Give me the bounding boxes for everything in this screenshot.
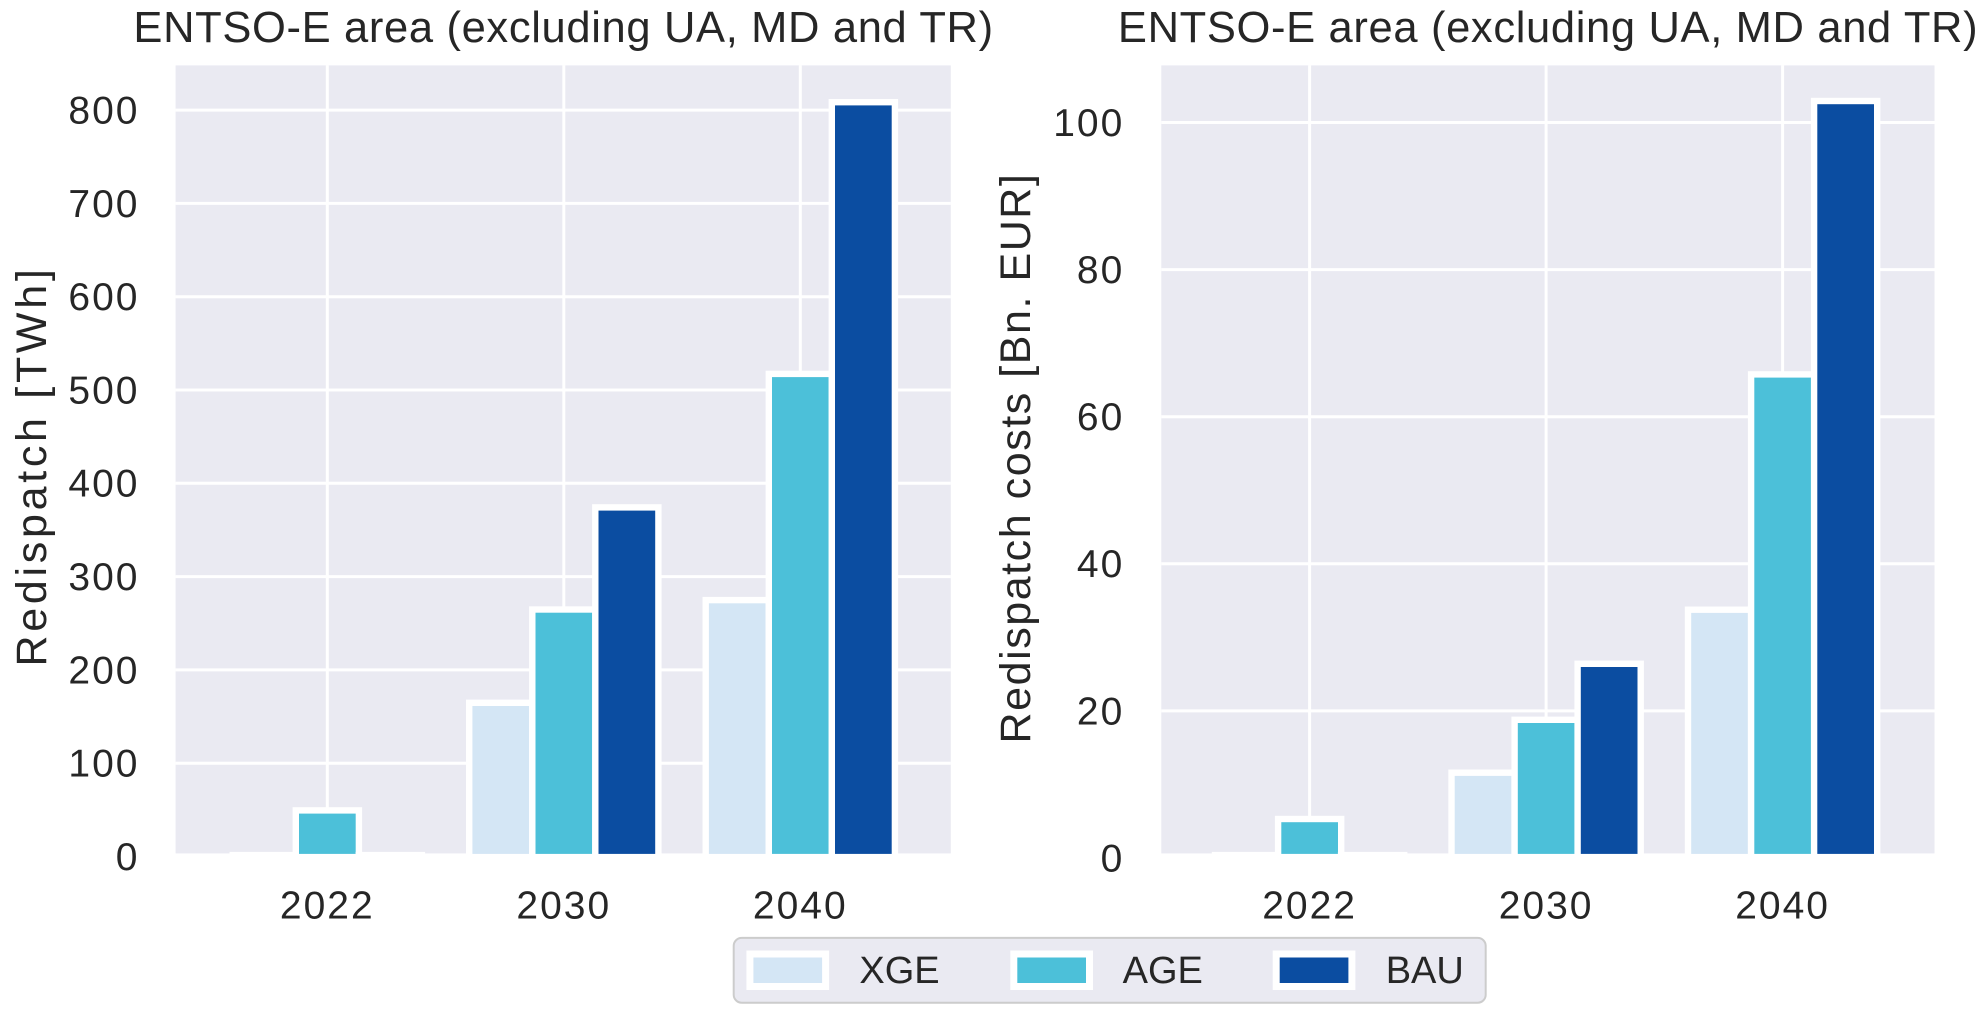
svg-text:500: 500 — [68, 369, 139, 412]
svg-text:100: 100 — [68, 743, 139, 786]
svg-text:0: 0 — [1101, 837, 1125, 880]
svg-text:2040: 2040 — [1735, 885, 1830, 928]
svg-text:2022: 2022 — [280, 885, 375, 928]
svg-text:0: 0 — [116, 836, 140, 879]
svg-text:2030: 2030 — [516, 885, 611, 928]
svg-text:2022: 2022 — [1262, 885, 1357, 928]
svg-text:40: 40 — [1077, 543, 1124, 586]
svg-text:Redispatch [TWh]: Redispatch [TWh] — [8, 266, 56, 667]
svg-text:80: 80 — [1077, 249, 1124, 292]
svg-text:AGE: AGE — [1123, 950, 1203, 992]
svg-text:2040: 2040 — [753, 885, 848, 928]
svg-text:20: 20 — [1077, 690, 1124, 733]
svg-text:800: 800 — [68, 90, 139, 133]
svg-text:100: 100 — [1053, 102, 1124, 145]
svg-text:400: 400 — [68, 463, 139, 506]
svg-text:200: 200 — [68, 649, 139, 692]
svg-text:ENTSO-E area (excluding UA, MD: ENTSO-E area (excluding UA, MD and TR) — [1118, 4, 1978, 52]
svg-text:BAU: BAU — [1386, 950, 1464, 992]
svg-text:600: 600 — [68, 276, 139, 319]
svg-text:300: 300 — [68, 556, 139, 599]
svg-text:ENTSO-E area (excluding UA, MD: ENTSO-E area (excluding UA, MD and TR) — [133, 4, 993, 52]
svg-text:700: 700 — [68, 183, 139, 226]
svg-text:Redispatch costs [Bn. EUR]: Redispatch costs [Bn. EUR] — [992, 173, 1040, 744]
svg-text:60: 60 — [1077, 396, 1124, 439]
svg-text:XGE: XGE — [859, 950, 939, 992]
svg-text:2030: 2030 — [1499, 885, 1594, 928]
